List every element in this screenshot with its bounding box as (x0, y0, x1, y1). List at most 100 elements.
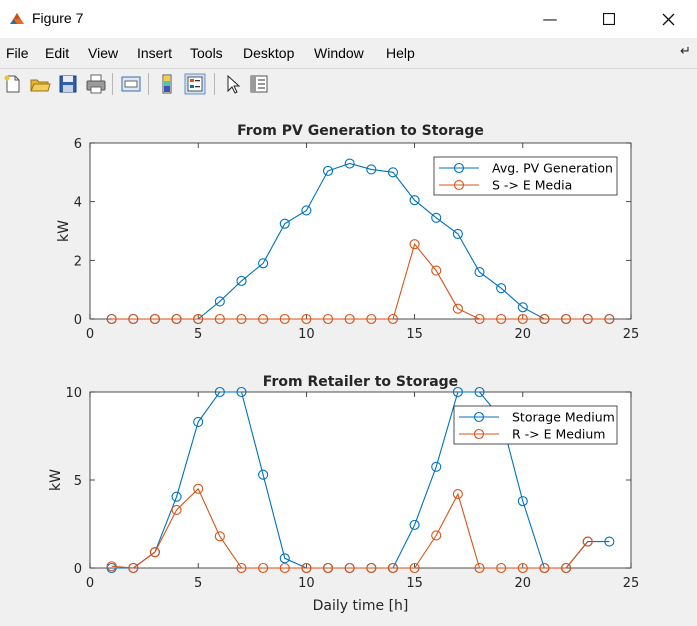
data-point (452, 489, 463, 500)
legend-icon[interactable] (184, 73, 206, 95)
data-point (322, 562, 334, 574)
data-point (279, 553, 290, 564)
data-point (517, 562, 528, 574)
chart-title: From Retailer to Storage (263, 374, 458, 390)
x-tick-label: 15 (406, 576, 423, 591)
menu-desktop[interactable]: Desktop (243, 45, 295, 61)
data-point (171, 313, 182, 325)
close-icon (662, 13, 674, 25)
data-point (258, 469, 269, 480)
data-point (474, 562, 485, 574)
legend-marker (453, 179, 465, 191)
y-tick-label: 0 (74, 313, 82, 328)
legend-entry: S -> E Media (492, 178, 572, 193)
menu-view[interactable]: View (88, 45, 119, 61)
legend-entry: R -> E Medium (512, 427, 605, 442)
data-point (409, 239, 420, 250)
x-tick-label: 20 (515, 327, 532, 342)
data-point (106, 561, 117, 572)
x-tick-label: 5 (194, 327, 202, 342)
data-point (128, 313, 139, 325)
data-point (582, 313, 593, 325)
data-point (344, 562, 355, 574)
print-icon[interactable] (85, 73, 107, 95)
menu-tools[interactable]: Tools (190, 45, 223, 61)
dock-arrow-icon[interactable]: ↵ (680, 44, 691, 59)
menu-file[interactable]: File (6, 45, 29, 61)
window-title: Figure 7 (32, 10, 84, 26)
data-point (236, 562, 247, 574)
data-point (322, 313, 334, 325)
data-point (301, 313, 312, 325)
data-point (366, 164, 377, 175)
new-figure-icon[interactable] (2, 73, 24, 95)
data-point (452, 303, 463, 314)
menu-help[interactable]: Help (386, 45, 415, 61)
data-point (517, 496, 528, 507)
data-point (301, 562, 312, 574)
chart-1: 0 5 10 15 20 25 0 2 4 6 From PV Generation to Stor… (56, 123, 639, 342)
data-point (496, 313, 507, 325)
y-axis-label: kW (56, 220, 72, 242)
maximize-button[interactable] (586, 0, 632, 38)
data-point (387, 167, 399, 178)
data-point (452, 228, 463, 239)
x-tick-label: 5 (194, 576, 202, 591)
data-point (517, 313, 528, 325)
save-icon[interactable] (57, 73, 79, 95)
data-point (431, 265, 442, 276)
data-point (409, 519, 420, 530)
chart-2: 0 5 10 15 20 25 0 5 10 From Retailer to Storage kW… (48, 374, 639, 614)
data-point (279, 313, 290, 325)
data-point (561, 313, 572, 325)
property-inspector-icon[interactable] (248, 73, 270, 95)
data-point (604, 313, 615, 325)
data-point (409, 562, 420, 574)
legend-marker (453, 162, 465, 174)
data-point (214, 531, 225, 542)
print-preview-icon[interactable] (120, 73, 142, 95)
menu-bar (0, 38, 697, 68)
data-point (193, 416, 204, 427)
data-point (366, 313, 377, 325)
colorbar-icon[interactable] (156, 73, 178, 95)
window-titlebar: Figure 7 — (0, 0, 697, 38)
x-tick-label: 20 (515, 576, 532, 591)
data-point (409, 195, 420, 206)
toolbar-separator (214, 73, 215, 95)
series-line-2 (111, 487, 589, 569)
menu-edit[interactable]: Edit (45, 45, 70, 61)
data-point (171, 504, 182, 515)
data-point (106, 313, 117, 325)
data-point (301, 205, 312, 216)
data-point (604, 536, 615, 547)
x-tick-label: 10 (298, 576, 315, 591)
pointer-icon[interactable] (222, 73, 244, 95)
data-point (539, 313, 550, 325)
data-point (366, 562, 377, 574)
legend-marker (473, 411, 485, 423)
data-point (128, 562, 139, 574)
minimize-button[interactable]: — (527, 0, 573, 38)
data-point (431, 212, 442, 223)
x-tick-label: 0 (86, 327, 94, 342)
legend: Storage Medium R -> E Medium (453, 405, 618, 445)
legend-box (433, 156, 618, 196)
legend-marker (473, 428, 485, 440)
y-tick-label: 10 (65, 386, 82, 401)
data-point (496, 562, 507, 574)
data-point (279, 562, 290, 574)
data-point (258, 562, 269, 574)
data-point (474, 386, 485, 398)
y-tick-label: 2 (74, 254, 82, 269)
data-point (193, 313, 204, 325)
data-point (236, 313, 247, 325)
menu-insert[interactable]: Insert (137, 45, 173, 61)
matlab-logo-icon (10, 13, 24, 24)
data-point (236, 275, 247, 286)
menu-window[interactable]: Window (314, 45, 364, 61)
open-file-icon[interactable] (29, 73, 51, 95)
close-button[interactable] (645, 0, 691, 38)
data-point (193, 483, 204, 494)
